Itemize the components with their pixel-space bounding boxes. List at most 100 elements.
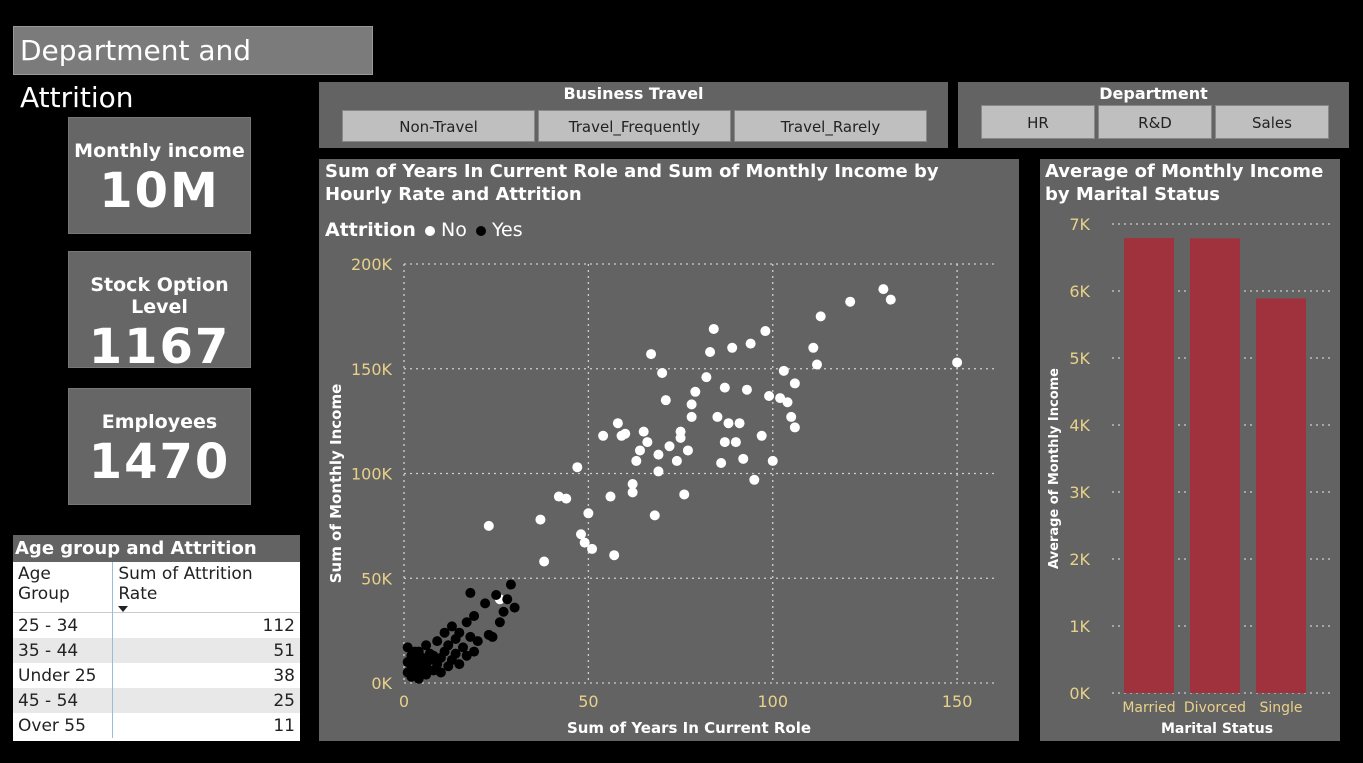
y-tick-label: 1K [1069,617,1090,636]
scatter-point-no [734,418,745,429]
card-value: 1167 [88,319,231,375]
scatter-point-no [686,411,697,422]
y-tick-label: 2K [1069,550,1090,569]
scatter-point-no [764,390,775,401]
scatter-point-yes [454,627,465,638]
scatter-point-no [719,437,730,448]
slicer-option-travel-frequently[interactable]: Travel_Frequently [538,110,731,142]
slicer-option-non-travel[interactable]: Non-Travel [342,110,535,142]
y-tick-label: 200K [351,255,393,274]
scatter-point-no [690,386,701,397]
slicer-option-sales[interactable]: Sales [1215,105,1329,139]
legend-item-yes[interactable]: Yes [473,219,523,241]
bar-married [1124,238,1174,693]
scatter-chart-visual[interactable]: Sum of Years In Current Role and Sum of … [319,159,1019,741]
slicer-option-rnd[interactable]: R&D [1098,105,1212,139]
monthly-income-card[interactable]: Monthly income 10M [68,117,251,234]
employees-card[interactable]: Employees 1470 [68,388,251,505]
scatter-point-no [708,323,719,334]
legend-marker-yes-icon [475,226,486,236]
age-group-cell: Under 25 [13,663,114,688]
scatter-point-yes [450,648,461,659]
table-row[interactable]: 45 - 54 25 [13,688,300,713]
card-value: 10M [99,163,220,219]
scatter-point-no [738,453,749,464]
age-group-table: Age Group Sum of Attrition Rate 25 - 34 … [13,562,300,738]
table-row[interactable]: 25 - 34 112 [13,612,300,638]
x-tick-label: 50 [578,692,598,711]
bar-divorced [1190,238,1240,693]
scatter-point-no [664,441,675,452]
slicer-option-hr[interactable]: HR [981,105,1095,139]
age-group-cell: 45 - 54 [13,688,114,713]
scatter-point-no [675,426,686,437]
legend-title: Attrition [325,219,416,241]
stock-option-card[interactable]: Stock Option Level 1167 [68,251,251,375]
y-tick-label: 5K [1069,349,1090,368]
table-row[interactable]: Under 25 38 [13,663,300,688]
table-row[interactable]: 35 - 44 51 [13,638,300,663]
scatter-point-no [535,514,546,525]
scatter-point-no [745,338,756,349]
scatter-point-yes [421,640,432,651]
scatter-point-yes [469,610,480,621]
y-axis-title: Average of Monthly Income [1047,368,1062,569]
bar-chart-title: Average of Monthly Income by Marital Sta… [1045,161,1324,205]
scatter-point-yes [505,579,516,590]
attrition-rate-cell: 112 [262,615,295,636]
legend-label: No [441,219,467,241]
age-group-table-visual[interactable]: Age group and Attrition rate Age Group S… [13,535,300,741]
scatter-point-no [649,510,660,521]
scatter-point-no [539,556,550,567]
scatter-point-no [620,428,631,439]
scatter-point-no [638,426,649,437]
scatter-point-no [657,367,668,378]
scatter-point-no [583,508,594,519]
x-tick-label: Divorced [1184,700,1246,716]
y-tick-label: 6K [1069,282,1090,301]
scatter-point-no [705,346,716,357]
scatter-chart-title: Sum of Years In Current Role and Sum of … [325,161,939,205]
scatter-legend: Attrition No Yes [325,219,523,241]
scatter-point-no [612,418,623,429]
scatter-point-yes [446,621,457,632]
y-tick-label: 150K [351,360,393,379]
scatter-point-no [660,395,671,406]
scatter-point-no [727,342,738,353]
scatter-point-yes [443,640,454,651]
y-tick-label: 50K [361,569,392,588]
x-tick-label: 0 [399,692,409,711]
x-axis-title: Marital Status [1161,721,1273,737]
scatter-point-yes [465,587,476,598]
x-tick-label: Married [1122,700,1175,716]
table-title: Age group and Attrition rate [13,535,300,586]
legend-marker-no-icon [424,226,435,236]
scatter-point-no [587,543,598,554]
scatter-point-no [878,284,889,295]
scatter-point-no [679,489,690,500]
slicer-option-travel-rarely[interactable]: Travel_Rarely [734,110,927,142]
scatter-point-no [682,445,693,456]
table-row[interactable]: Over 55 11 [13,713,300,738]
attrition-rate-cell: 51 [273,640,295,661]
x-tick-label: Single [1259,700,1302,716]
scatter-point-yes [439,627,450,638]
slicer-title: Business Travel [563,84,704,103]
scatter-point-no [786,411,797,422]
scatter-point-no [782,397,793,408]
scatter-point-no [789,422,800,433]
scatter-point-no [653,466,664,477]
legend-item-no[interactable]: No [422,219,473,241]
scatter-point-yes [509,602,520,613]
scatter-point-no [716,458,727,469]
column-header-age-group[interactable]: Age Group [13,562,114,613]
column-header-attrition-rate[interactable]: Sum of Attrition Rate [113,562,300,613]
scatter-point-yes [494,617,505,628]
scatter-point-no [741,384,752,395]
scatter-point-yes [461,617,472,628]
y-tick-label: 100K [351,465,393,484]
scatter-point-yes [435,667,446,678]
bar-chart-visual[interactable]: Average of Monthly Income by Marital Sta… [1040,159,1340,741]
scatter-point-no [609,550,620,561]
business-travel-slicer: Business Travel Non-Travel Travel_Freque… [319,82,948,148]
